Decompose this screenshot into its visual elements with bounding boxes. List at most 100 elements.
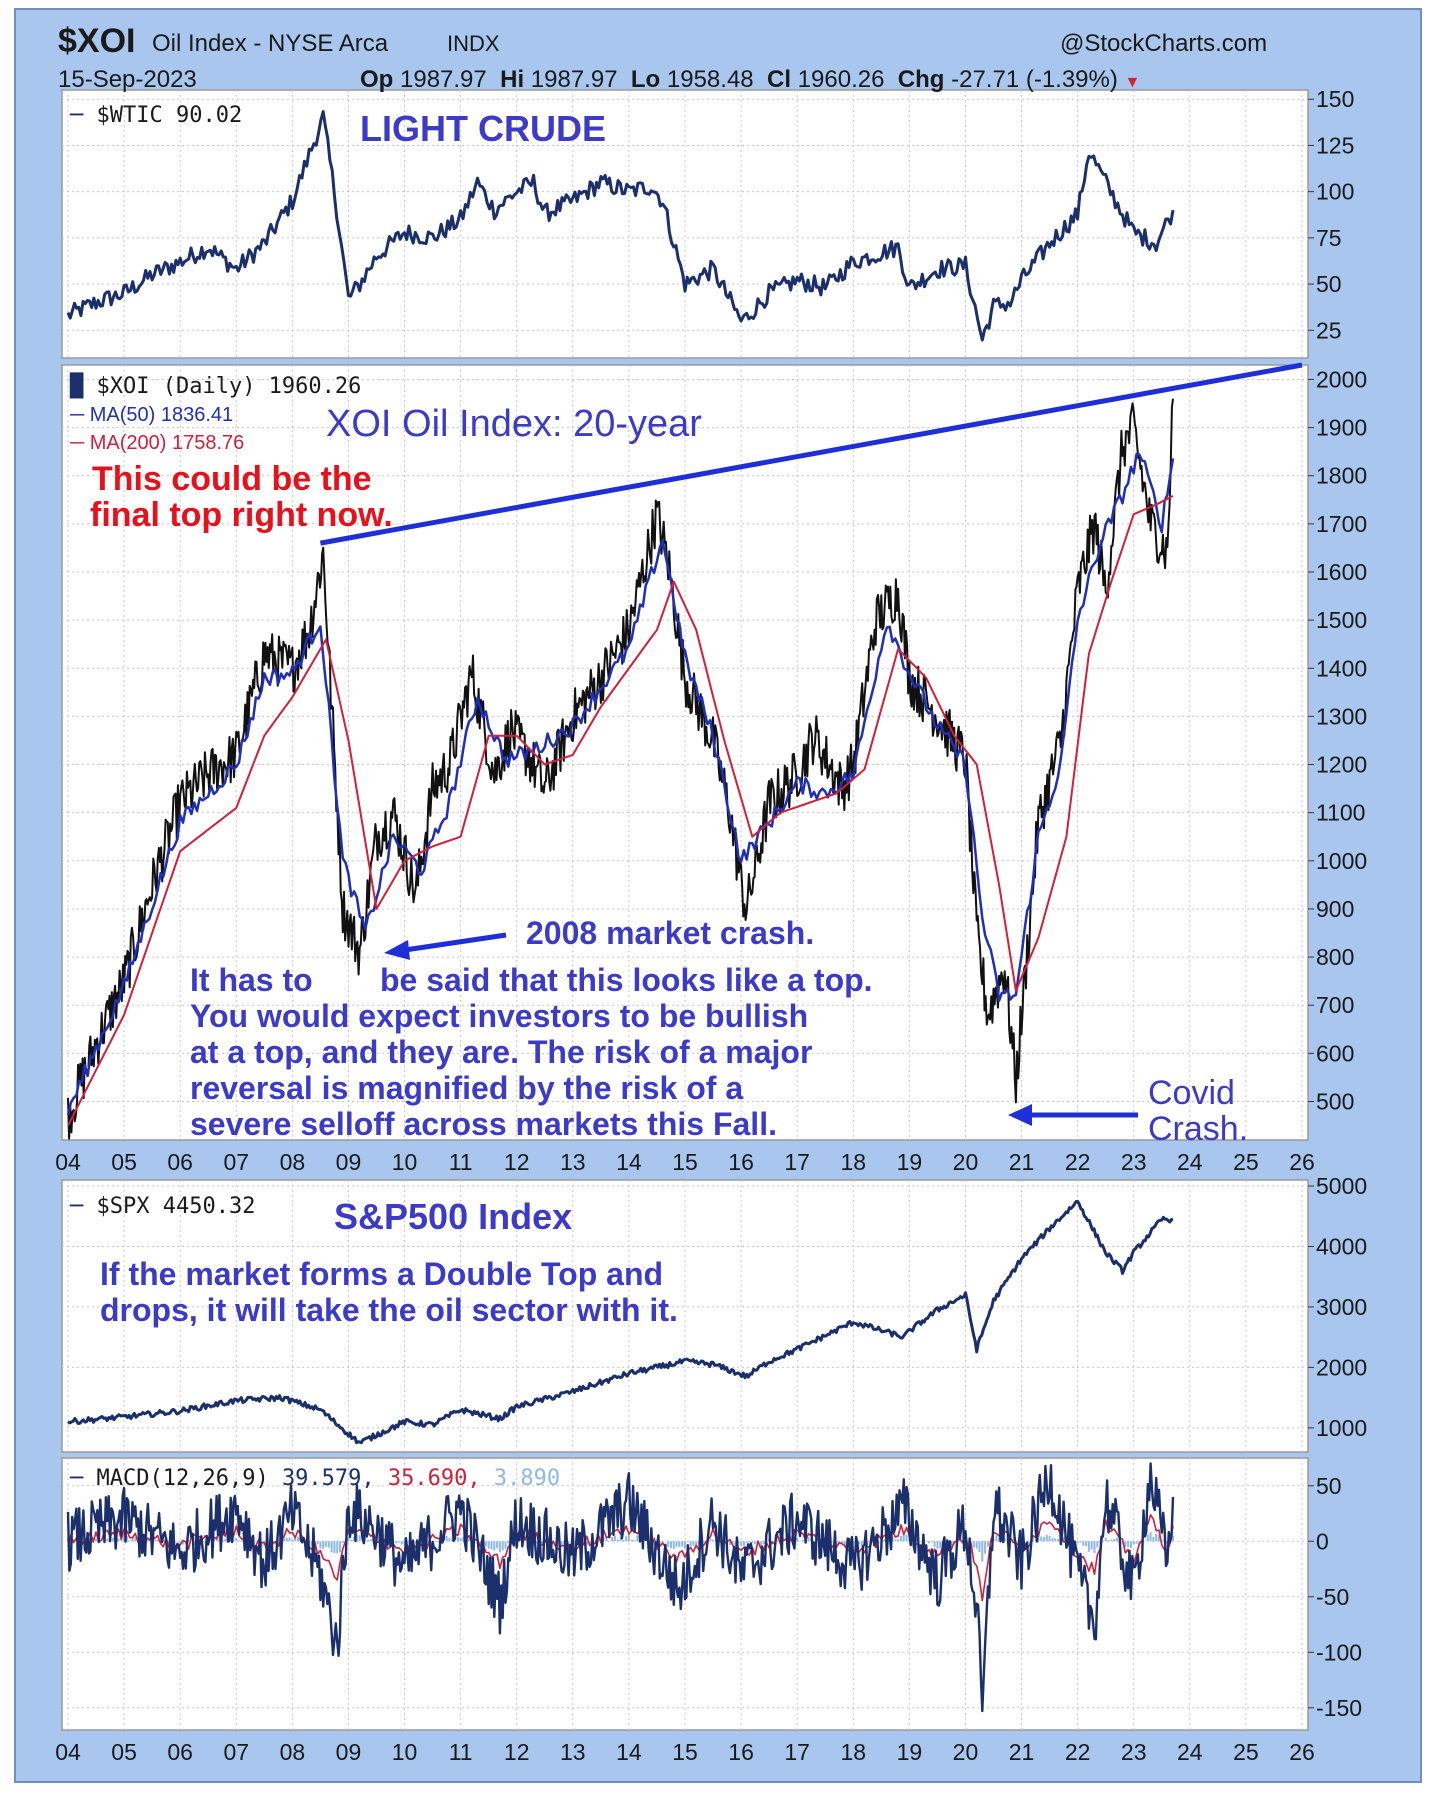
- x-tick-label: 08: [280, 1739, 306, 1765]
- x-tick-label: 11: [449, 1739, 473, 1765]
- wtic-title: LIGHT CRUDE: [360, 108, 606, 149]
- crash-2008-note: 2008 market crash.: [526, 915, 815, 951]
- header-lo-label: Lo: [630, 66, 661, 93]
- x-tick-label: 11: [449, 1149, 473, 1175]
- x-tick-label: 19: [897, 1149, 923, 1175]
- spx-note-line2: drops, it will take the oil sector with …: [100, 1292, 678, 1328]
- x-tick-label: 25: [1233, 1739, 1259, 1765]
- top-body-line1b: be said that this looks like a top.: [380, 962, 873, 998]
- xoi-ytick-label: 1200: [1316, 752, 1367, 778]
- header-exchange: INDX: [447, 31, 500, 56]
- x-tick-label: 22: [1065, 1149, 1091, 1175]
- x-tick-label: 13: [560, 1739, 586, 1765]
- macd-hist-value: 3.890: [493, 1466, 561, 1491]
- macd-legend: ─ MACD(12,26,9) 39.579, 35.690, 3.890: [70, 1466, 560, 1491]
- header-cl-value: 1960.26: [797, 66, 885, 93]
- final-top-note-line1: This could be the: [92, 460, 372, 498]
- top-body-line1a: It has to: [190, 962, 313, 998]
- x-tick-label: 18: [840, 1149, 866, 1175]
- xoi-ytick-label: 900: [1316, 896, 1354, 922]
- x-tick-label: 18: [840, 1739, 866, 1765]
- resistance-trendline: [319, 362, 1303, 546]
- x-tick-label: 10: [392, 1739, 418, 1765]
- xoi-legend-main: █ $XOI (Daily) 1960.26: [70, 374, 361, 399]
- ma50-line: [66, 452, 1175, 1116]
- bar-chart-icon: █: [70, 374, 84, 399]
- macd-signal-value: 35.690,: [387, 1466, 481, 1491]
- spx-ytick-label: 1000: [1316, 1415, 1367, 1441]
- x-tick-label: 05: [111, 1149, 137, 1175]
- spx-legend-text: $SPX 4450.32: [96, 1194, 256, 1219]
- x-tick-label: 23: [1121, 1149, 1147, 1175]
- header-lo-value: 1958.48: [666, 66, 754, 93]
- top-body-line3: at a top, and they are. The risk of a ma…: [190, 1034, 813, 1070]
- legend-line-icon: ─: [70, 1466, 84, 1491]
- covid-arrow-head: [1008, 1104, 1032, 1126]
- x-tick-label: 26: [1289, 1149, 1315, 1175]
- header-symbol: $XOI: [58, 22, 136, 60]
- wtic-ytick-label: 75: [1316, 225, 1342, 251]
- top-body-line4: reversal is magnified by the risk of a: [190, 1070, 744, 1106]
- spx-note-line1: If the market forms a Double Top and: [100, 1256, 664, 1292]
- x-tick-label: 07: [223, 1739, 249, 1765]
- x-tick-label: 04: [55, 1739, 81, 1765]
- x-tick-label: 20: [953, 1739, 979, 1765]
- x-tick-label: 15: [672, 1149, 698, 1175]
- x-tick-label: 04: [55, 1149, 81, 1175]
- macd-ytick-label: -50: [1316, 1584, 1349, 1610]
- spx-ytick-label: 3000: [1316, 1294, 1367, 1320]
- x-tick-label: 15: [672, 1739, 698, 1765]
- xoi-legend-text: $XOI (Daily) 1960.26: [96, 374, 362, 399]
- xoi-legend-ma50: ─ MA(50) 1836.41: [70, 404, 233, 427]
- x-tick-label: 19: [897, 1739, 923, 1765]
- header-source: @StockCharts.com: [1060, 30, 1268, 57]
- x-tick-label: 22: [1065, 1739, 1091, 1765]
- legend-line-icon: ─: [70, 432, 85, 454]
- x-tick-label: 20: [953, 1149, 979, 1175]
- spx-ytick-label: 4000: [1316, 1233, 1367, 1259]
- xoi-ytick-label: 1900: [1316, 415, 1367, 441]
- x-tick-label: 16: [728, 1149, 754, 1175]
- x-tick-label: 25: [1233, 1149, 1259, 1175]
- xoi-ytick-label: 1000: [1316, 848, 1367, 874]
- macd-ytick-label: 0: [1316, 1528, 1329, 1554]
- header-op-value: 1987.97: [400, 66, 487, 93]
- macd-ytick-label: -150: [1316, 1695, 1362, 1721]
- legend-line-icon: ─: [70, 103, 84, 128]
- x-tick-label: 26: [1289, 1739, 1315, 1765]
- spx-title: S&P500 Index: [334, 1196, 573, 1237]
- x-tick-label: 09: [336, 1739, 362, 1765]
- macd-ytick-label: -100: [1316, 1639, 1362, 1665]
- x-tick-label: 09: [336, 1149, 362, 1175]
- xoi-ytick-label: 1800: [1316, 463, 1367, 489]
- macd-legend-label: MACD(12,26,9): [96, 1466, 269, 1491]
- macd-value: 39.579,: [281, 1466, 375, 1491]
- crash-2008-arrow-head: [384, 940, 410, 960]
- final-top-note-line2: final top right now.: [90, 496, 393, 534]
- wtic-ytick-label: 150: [1316, 86, 1354, 112]
- wtic-ytick-label: 25: [1316, 317, 1342, 343]
- x-tick-label: 13: [560, 1149, 586, 1175]
- header-chg-label: Chg: [897, 66, 945, 93]
- spx-legend: ─ $SPX 4450.32: [70, 1194, 255, 1219]
- spx-ytick-label: 2000: [1316, 1354, 1367, 1380]
- x-tick-label: 17: [784, 1149, 810, 1175]
- x-tick-label: 08: [280, 1149, 306, 1175]
- header-chg-value: -27.71 (-1.39%): [951, 66, 1118, 93]
- xoi-title: XOI Oil Index: 20-year: [326, 403, 702, 445]
- xoi-ytick-label: 2000: [1316, 366, 1367, 392]
- x-tick-label: 12: [504, 1149, 530, 1175]
- spx-price-line: [67, 1199, 1174, 1445]
- xoi-ytick-label: 600: [1316, 1040, 1354, 1066]
- covid-note-line1: Covid: [1148, 1074, 1235, 1112]
- wtic-legend-text: $WTIC 90.02: [96, 103, 243, 128]
- xoi-ytick-label: 1600: [1316, 559, 1367, 585]
- legend-line-icon: ─: [70, 404, 85, 426]
- x-tick-label: 06: [167, 1739, 193, 1765]
- macd-line: [66, 1462, 1175, 1713]
- xoi-ytick-label: 1100: [1316, 800, 1365, 826]
- header-hi-label: Hi: [500, 66, 525, 93]
- down-triangle-icon: ▼: [1124, 74, 1141, 91]
- macd-ytick-label: 50: [1316, 1473, 1342, 1499]
